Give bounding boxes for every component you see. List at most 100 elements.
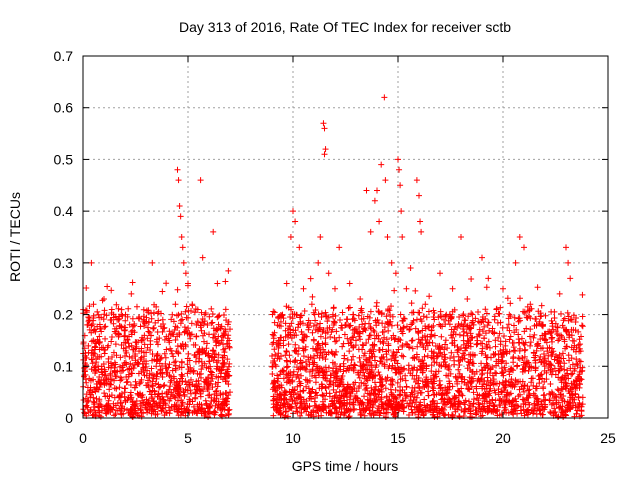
roti-point <box>273 400 280 407</box>
roti-point <box>385 327 392 334</box>
roti-point <box>483 381 490 388</box>
roti-point <box>532 385 539 392</box>
roti-point <box>516 339 523 346</box>
roti-point <box>314 341 321 348</box>
roti-point <box>399 387 406 394</box>
roti-point <box>346 280 353 287</box>
roti-point <box>189 398 196 405</box>
roti-point <box>401 404 408 411</box>
roti-point <box>166 337 173 344</box>
roti-point <box>107 381 114 388</box>
roti-point <box>175 177 182 184</box>
roti-point <box>172 358 179 365</box>
roti-point <box>411 375 418 382</box>
roti-point <box>287 380 294 387</box>
roti-point <box>421 396 428 403</box>
roti-point <box>400 353 407 360</box>
roti-point <box>420 412 427 419</box>
roti-point <box>154 411 161 418</box>
roti-point <box>403 285 410 292</box>
roti-point <box>135 391 142 398</box>
roti-point <box>492 337 499 344</box>
roti-point <box>541 404 548 411</box>
roti-point <box>153 400 160 407</box>
roti-point <box>274 372 281 379</box>
roti-point <box>539 375 546 382</box>
roti-point <box>417 389 424 396</box>
roti-point <box>167 407 174 414</box>
roti-point <box>287 391 294 398</box>
roti-point <box>325 410 332 417</box>
roti-point <box>305 317 312 324</box>
roti-point <box>121 393 128 400</box>
roti-point <box>340 360 347 367</box>
roti-point <box>467 402 474 409</box>
roti-point <box>104 402 111 409</box>
roti-point <box>382 413 389 420</box>
roti-point <box>438 406 445 413</box>
roti-point <box>308 396 315 403</box>
roti-point <box>356 383 363 390</box>
roti-point <box>420 313 427 320</box>
roti-point <box>556 351 563 358</box>
roti-point <box>508 403 515 410</box>
roti-point <box>431 332 438 339</box>
roti-point <box>562 385 569 392</box>
roti-point <box>215 351 222 358</box>
roti-point <box>270 308 277 315</box>
roti-point <box>412 325 419 332</box>
roti-point <box>105 403 112 410</box>
roti-point <box>336 394 343 401</box>
roti-point <box>475 331 482 338</box>
roti-point <box>272 383 279 390</box>
roti-point <box>419 305 426 312</box>
roti-point <box>351 361 358 368</box>
roti-point <box>269 363 276 370</box>
roti-point <box>295 324 302 331</box>
roti-point <box>128 290 135 297</box>
roti-point <box>316 405 323 412</box>
roti-point <box>84 321 91 328</box>
roti-point <box>376 371 383 378</box>
roti-point <box>90 404 97 411</box>
roti-point <box>540 385 547 392</box>
roti-point <box>81 409 88 416</box>
roti-point <box>198 410 205 417</box>
roti-point <box>279 311 286 318</box>
roti-point <box>482 390 489 397</box>
roti-point <box>214 280 221 287</box>
roti-point <box>387 386 394 393</box>
roti-point <box>470 321 477 328</box>
roti-point <box>296 314 303 321</box>
roti-point <box>162 409 169 416</box>
roti-point <box>304 377 311 384</box>
roti-point <box>492 397 499 404</box>
roti-point <box>85 397 92 404</box>
roti-point <box>172 337 179 344</box>
roti-point <box>292 218 299 225</box>
roti-point <box>269 352 276 359</box>
roti-point <box>85 342 92 349</box>
roti-point <box>96 340 103 347</box>
roti-point <box>116 384 123 391</box>
roti-point <box>161 336 168 343</box>
roti-point <box>399 342 406 349</box>
roti-point <box>296 244 303 251</box>
roti-point <box>172 367 179 374</box>
roti-point <box>222 306 229 313</box>
roti-point <box>103 312 110 319</box>
roti-point <box>391 357 398 364</box>
roti-point <box>512 402 519 409</box>
roti-point <box>289 372 296 379</box>
roti-point <box>513 363 520 370</box>
roti-point <box>116 313 123 320</box>
roti-point <box>226 344 233 351</box>
roti-point <box>460 325 467 332</box>
roti-point <box>557 359 564 366</box>
roti-point <box>177 317 184 324</box>
roti-point <box>378 161 385 168</box>
roti-point <box>549 323 556 330</box>
roti-point <box>211 354 218 361</box>
roti-point <box>346 304 353 311</box>
roti-point <box>145 384 152 391</box>
